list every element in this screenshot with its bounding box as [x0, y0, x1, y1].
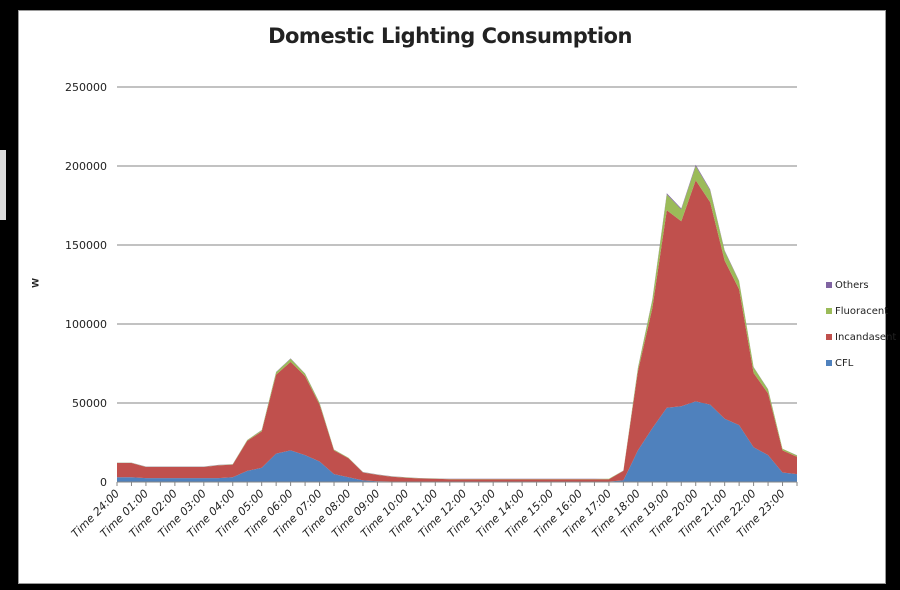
legend-label: Incandasent [835, 331, 897, 343]
window-edge [0, 150, 6, 220]
legend-item: Others [826, 278, 896, 292]
legend-swatch [826, 360, 832, 366]
y-tick-label: 150000 [65, 239, 107, 252]
legend-label: Others [835, 279, 869, 291]
legend-label: Fluoracent [835, 305, 889, 317]
series-area-incandasent [117, 180, 797, 482]
y-tick-label: 50000 [72, 397, 107, 410]
legend-item: Fluoracent [826, 304, 896, 318]
legend: Others Fluoracent Incandasent CFL [826, 278, 896, 382]
legend-item: CFL [826, 356, 896, 370]
chart-title: Domestic Lighting Consumption [268, 24, 632, 48]
legend-label: CFL [835, 357, 854, 369]
y-tick-label: 100000 [65, 318, 107, 331]
legend-swatch [826, 308, 832, 314]
series-area-cfl [117, 401, 797, 482]
legend-item: Incandasent [826, 330, 896, 344]
legend-swatch [826, 334, 832, 340]
y-tick-label: 250000 [65, 81, 107, 94]
legend-swatch [826, 282, 832, 288]
y-tick-label: 200000 [65, 160, 107, 173]
y-tick-label: 0 [100, 476, 107, 489]
